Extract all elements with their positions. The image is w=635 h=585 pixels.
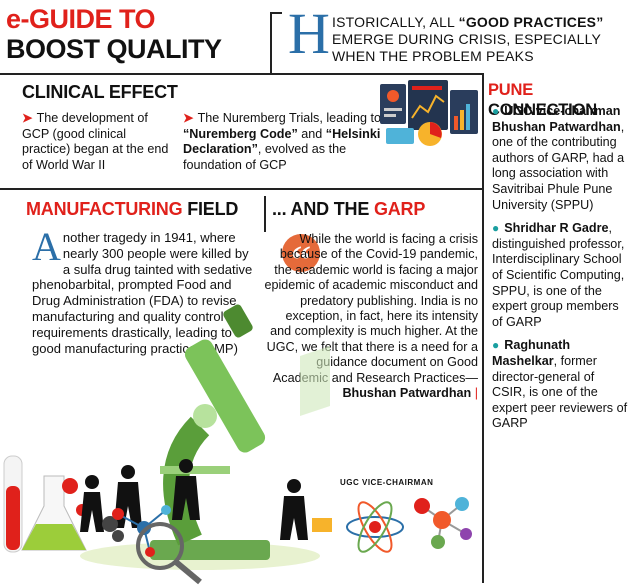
top-divider [0,73,482,75]
title-line-2: BOOST QUALITY [6,34,222,64]
page-title: e-GUIDE TO BOOST QUALITY [6,4,222,64]
pune-entry: ● Shridhar R Gadre, distinguished profess… [492,221,630,330]
analytics-dashboard-icon [380,80,478,146]
pune-entry-text: , distinguished professor, Interdiscipli… [492,221,625,329]
middle-divider [0,188,482,190]
garp-author-bar: | [474,386,478,401]
clinical-title: CLINICAL EFFECT [22,82,178,102]
clinical-point-2-part-1: The Nuremberg Trials, leading to [197,111,381,125]
atom-icon [346,501,404,553]
pune-entry-name: Shridhar R Gadre [504,221,609,236]
clinical-point-1-text: The development of GCP (good clinical pr… [22,111,169,172]
pune-title-red: PUNE [488,81,534,99]
intro-text: ISTORICALLY, ALL “GOOD PRACTICES” EMERGE… [332,14,628,65]
mid-vertical-divider [264,196,266,232]
garp-title: ... AND THE GARP [272,199,425,219]
intro-bold: “GOOD PRACTICES” [458,14,604,30]
manufacturing-drop-cap: A [32,224,61,269]
pune-entry-text: , one of the contributing authors of GAR… [492,119,625,212]
intro-part-2: EMERGE DURING CRISIS, ESPECIALLY WHEN TH… [332,31,601,64]
molecule-icon [414,497,472,549]
quote-icon: “ [282,234,320,282]
clinical-point-2-bold-2: “Helsinki Declaration” [183,126,381,157]
intro-part-1: ISTORICALLY, ALL [332,14,459,30]
bullet-icon: ● [492,221,500,236]
arrow-icon: ➤ [183,111,194,125]
garp-title-black: ... AND THE [272,199,374,219]
garp-author-role: UGC VICE-CHAIRMAN [340,478,434,487]
clinical-point-2: ➤ The Nuremberg Trials, leading to “Nurem… [183,111,393,173]
manufacturing-title: MANUFACTURING FIELD [26,199,238,219]
intro-drop-cap: H [288,1,330,66]
pune-title-black: CONNECTION [488,101,597,119]
pune-entry-text: , former director-general of CSIR, is on… [492,353,628,431]
microscope-lab-illustration [3,304,332,585]
bullet-icon: ● [492,104,500,118]
pune-entry: ● UGC vice-chairman Bhushan Patwardhan, o… [492,104,630,213]
clinical-point-2-bold-1: “Nuremberg Code” [183,126,298,141]
clinical-point-2-part-3: , evolved as the foundation of GCP [183,142,347,172]
right-column-divider [482,73,484,583]
clinical-point-2-part-2: and [297,126,326,141]
intro-box: H ISTORICALLY, ALL “GOOD PRACTICES” EMER… [288,4,628,70]
garp-title-red: GARP [373,199,426,219]
garp-author: Bhushan Patwardhan [342,386,472,401]
pune-entry: ● Raghunath Mashelkar, former director-ge… [492,338,630,432]
bullet-icon: ● [492,338,500,353]
manufacturing-title-black: FIELD [182,199,239,219]
manufacturing-title-red: MANUFACTURING [26,199,183,219]
clinical-point-1: ➤ The development of GCP (good clinical p… [22,111,172,173]
pune-title: PUNE CONNECTION [488,80,635,120]
pune-list: ● UGC vice-chairman Bhushan Patwardhan, o… [492,104,630,440]
title-line-1: e-GUIDE TO [6,4,156,34]
intro-bracket [270,12,282,74]
manufacturing-body: nother tragedy in 1941, where nearly 300… [32,230,253,356]
arrow-icon: ➤ [22,111,33,125]
pune-entry-name: Raghunath Mashelkar [492,338,571,368]
pune-entry-name: UGC vice-chairman Bhushan Patwardhan [492,104,621,134]
